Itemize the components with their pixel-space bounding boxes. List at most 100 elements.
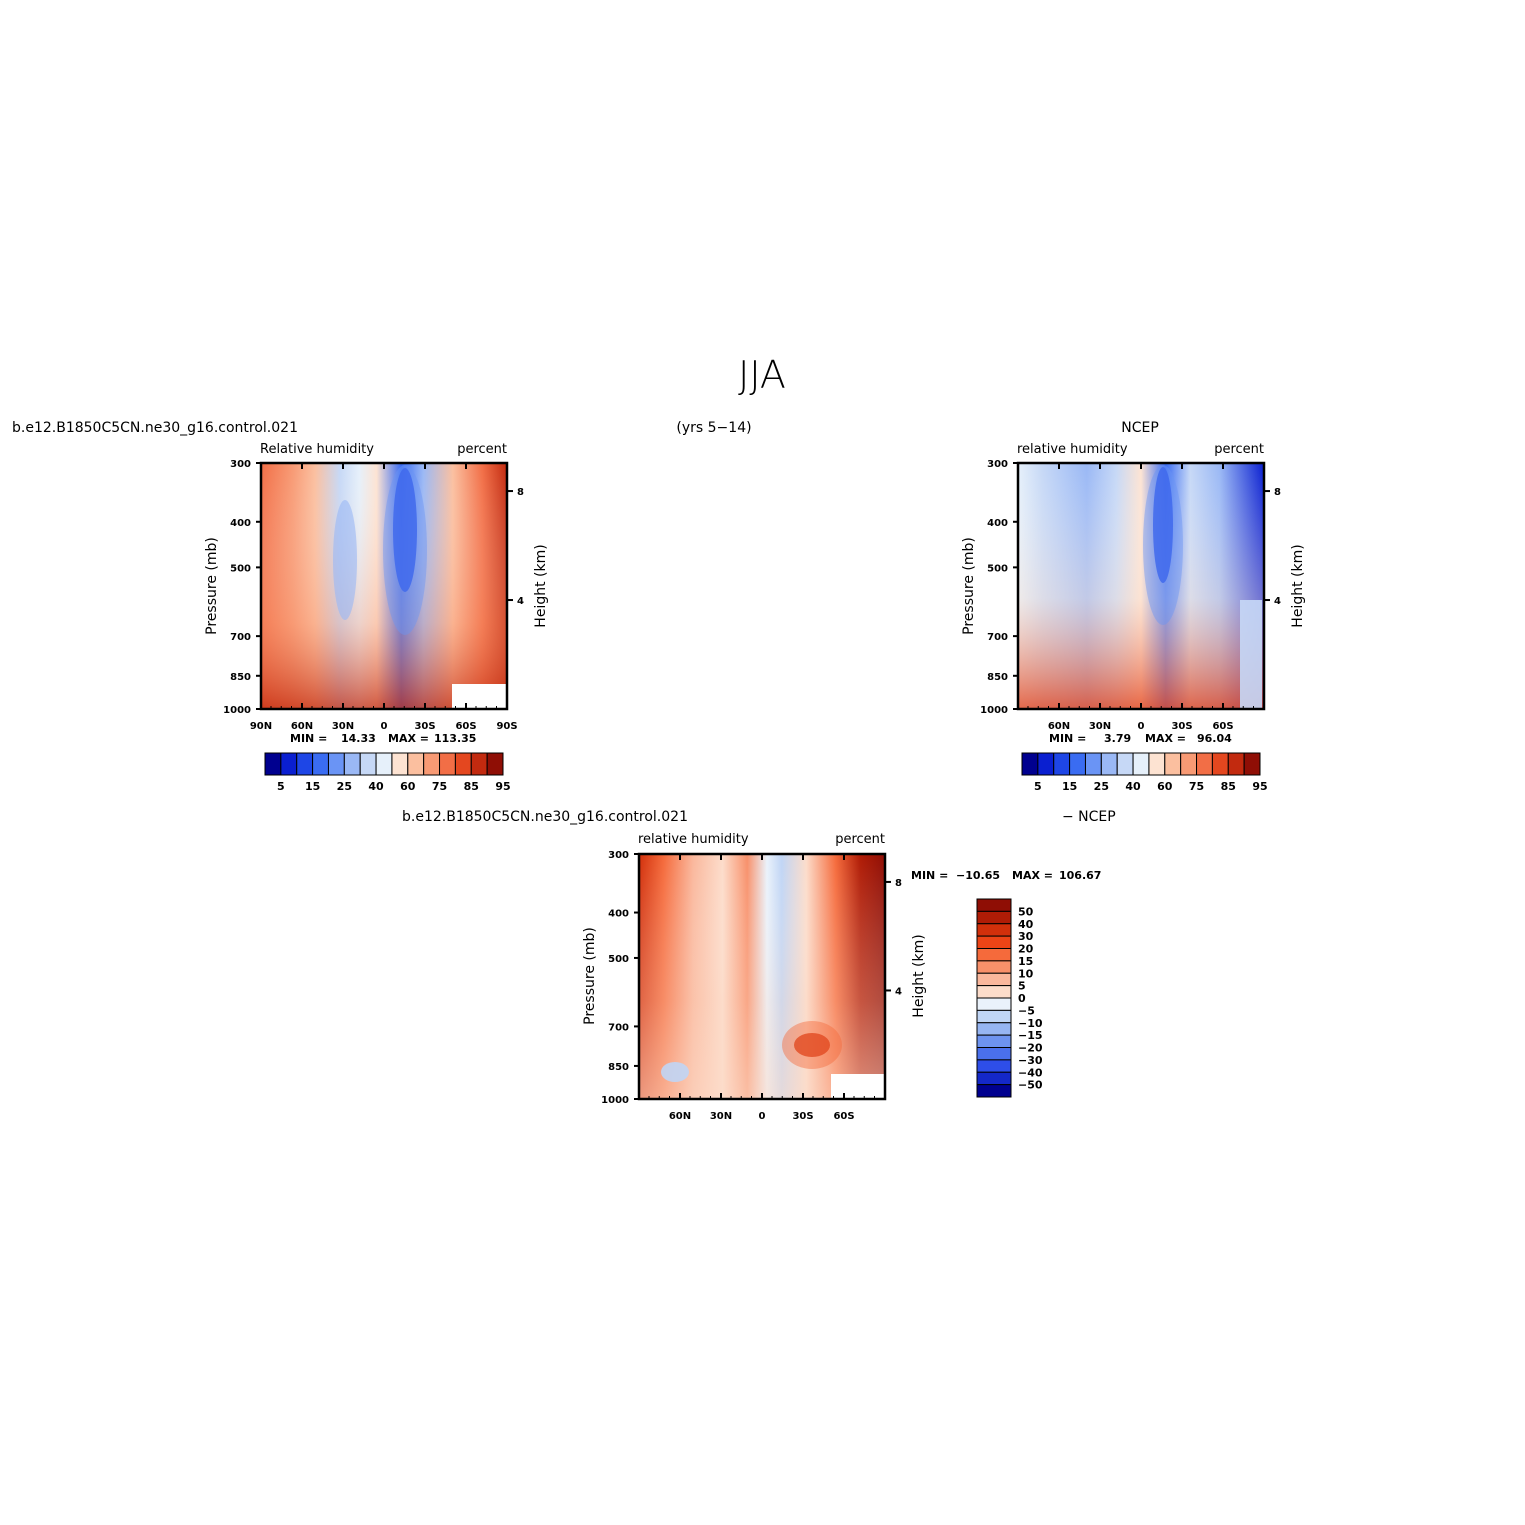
panel-c-xtick-label: 30N	[710, 1111, 732, 1122]
panel-c-ylabel-right: Height (km)	[911, 934, 927, 1017]
panel-c-colorbar-box	[976, 960, 1012, 974]
years-label: (yrs 5−14)	[676, 420, 751, 436]
panel-c-colorbar-box	[976, 997, 1012, 1011]
panel-c-colorbar-label: 5	[1018, 980, 1026, 993]
panel-b-colorbar-box	[1021, 752, 1039, 776]
panel-a-xtick-label: 30S	[414, 721, 435, 732]
panel-c-colorbar-label: −20	[1018, 1042, 1043, 1055]
panel-a-colorbar-box	[423, 752, 441, 776]
panel-b-ytick-label: 500	[987, 563, 1008, 574]
panel-a-left-label: Relative humidity	[260, 442, 374, 457]
panel-a-colorbar-label: 25	[337, 780, 352, 793]
panel-c-colorbar-label: 10	[1018, 967, 1034, 980]
panel-a-colorbar-box	[343, 752, 361, 776]
panel-c-max-value: 106.67	[1059, 869, 1101, 882]
panel-c-colorbar-box	[976, 935, 1012, 949]
panel-a-masked-area	[452, 684, 506, 709]
panel-a-xticks: 90N 60N 30N 0 30S 60S 90S	[250, 463, 518, 732]
panel-b-xtick-label: 60S	[1212, 721, 1233, 732]
panel-a-ytick-label: 500	[230, 563, 251, 574]
panel-c-ytick-label: 300	[608, 850, 629, 861]
panel-b-colorbar-label: 95	[1252, 780, 1267, 793]
panel-a-colorbar-label: 95	[495, 780, 510, 793]
panel-c-colorbar-label: −10	[1018, 1017, 1043, 1030]
panel-a-ytick-label: 1000	[223, 705, 251, 716]
panel-b-shading	[1018, 463, 1264, 709]
panel-b-xticks: 60N 30N 0 30S 60S	[1027, 463, 1265, 732]
panel-b-max-value: 96.04	[1197, 732, 1232, 745]
panel-c-colorbar-label: −30	[1018, 1054, 1043, 1067]
panel-b-ytick-label: 1000	[980, 705, 1008, 716]
panel-c-colorbar-box	[976, 1022, 1012, 1036]
panel-c-ytick-label: 500	[608, 954, 629, 965]
panel-b-yticks: 300 400 500 700 850 1000	[980, 459, 1018, 716]
panel-c-colorbar-box	[976, 1084, 1012, 1098]
panel-b-colorbar-box	[1084, 752, 1102, 776]
panel-a-colorbar-box	[391, 752, 409, 776]
panel-a-rticks: 84	[507, 487, 524, 607]
panel-a: Relative humidity percent Pressure (mb) …	[204, 442, 549, 793]
panel-a-ylabel: Pressure (mb)	[204, 537, 220, 635]
panel-c-rtick-label: 4	[895, 986, 902, 997]
panel-c-colorbar-box	[976, 948, 1012, 962]
panel-a-colorbar-box	[312, 752, 329, 776]
panel-c-min-label: MIN =	[911, 869, 948, 882]
panel-b-colorbar-box	[1100, 752, 1118, 776]
panel-c-colorbar-box	[976, 985, 1012, 999]
panel-a-colorbar-label: 75	[432, 780, 447, 793]
panel-b-xtick-label: 60N	[1048, 721, 1070, 732]
panel-c-ytick-label: 1000	[601, 1095, 629, 1106]
panel-b-colorbar-label: 85	[1221, 780, 1236, 793]
panel-b-xtick-label: 30N	[1089, 721, 1111, 732]
panel-a-colorbar-box	[407, 752, 425, 776]
panel-a-colorbar-label: 5	[277, 780, 285, 793]
panel-a-colorbar-label: 15	[305, 780, 320, 793]
panel-a-ylabel-right: Height (km)	[533, 544, 549, 627]
panel-c-colorbar-label: −15	[1018, 1029, 1043, 1042]
panel-a-ytick-label: 700	[230, 632, 251, 643]
panel-c-rtick-label: 8	[895, 878, 902, 889]
panel-c-xtick-label: 0	[759, 1111, 766, 1122]
panel-a-xtick-label: 90S	[496, 721, 517, 732]
panel-c-xtick-label: 60S	[833, 1111, 854, 1122]
panel-c-ytick-label: 400	[608, 909, 629, 920]
panel-b-colorbar-box	[1037, 752, 1055, 776]
panel-b-colorbar-box	[1069, 752, 1086, 776]
panel-b-right-label: percent	[1214, 442, 1264, 457]
panel-c-max-label: MAX =	[1012, 869, 1053, 882]
panel-b-colorbar-box	[1243, 752, 1261, 776]
panel-a-colorbar-label: 60	[400, 780, 416, 793]
panel-c-colorbar-box	[976, 1059, 1012, 1073]
panel-c-xtick-label: 30S	[792, 1111, 813, 1122]
panel-a-colorbar: 5 15 25 40 60 75 85 95	[264, 752, 511, 793]
panel-a-ytick-label: 850	[230, 672, 251, 683]
panel-b-rtick-label: 4	[1274, 596, 1281, 607]
panel-a-colorbar-box	[327, 752, 345, 776]
panel-b-case-name: NCEP	[1121, 420, 1159, 436]
panel-b-colorbar-label: 25	[1094, 780, 1109, 793]
panel-a-right-label: percent	[457, 442, 507, 457]
panel-c-colorbar-label: −5	[1018, 1004, 1035, 1017]
panel-b-rtick-label: 8	[1274, 487, 1281, 498]
panel-a-colorbar-box	[470, 752, 488, 776]
panel-b-dry-core-outer	[1143, 465, 1183, 625]
panel-c-colorbar-label: −40	[1018, 1066, 1043, 1079]
panel-c-colorbar-box	[976, 1009, 1012, 1024]
panel-b-colorbar-label: 75	[1189, 780, 1204, 793]
panel-c-xtick-label: 60N	[669, 1111, 691, 1122]
panel-a-colorbar-box	[375, 752, 393, 776]
panel-b-colorbar-label: 5	[1034, 780, 1042, 793]
panel-b-colorbar-label: 40	[1125, 780, 1141, 793]
panel-a-rtick-label: 8	[517, 487, 524, 498]
panel-c-rticks: 84	[885, 878, 902, 997]
panel-b-colorbar-label: 15	[1062, 780, 1077, 793]
panel-a-colorbar-box	[296, 752, 314, 776]
panel-a-colorbar-label: 40	[368, 780, 384, 793]
panel-a-colorbar-box	[264, 752, 282, 776]
panel-c-colorbar-label: −50	[1018, 1079, 1043, 1092]
panel-b-colorbar-box	[1132, 752, 1150, 776]
panel-a-shading	[261, 463, 507, 709]
panel-b-colorbar-box	[1196, 752, 1213, 776]
panel-c-yticks: 300 400 500 700 850 1000	[601, 850, 639, 1106]
